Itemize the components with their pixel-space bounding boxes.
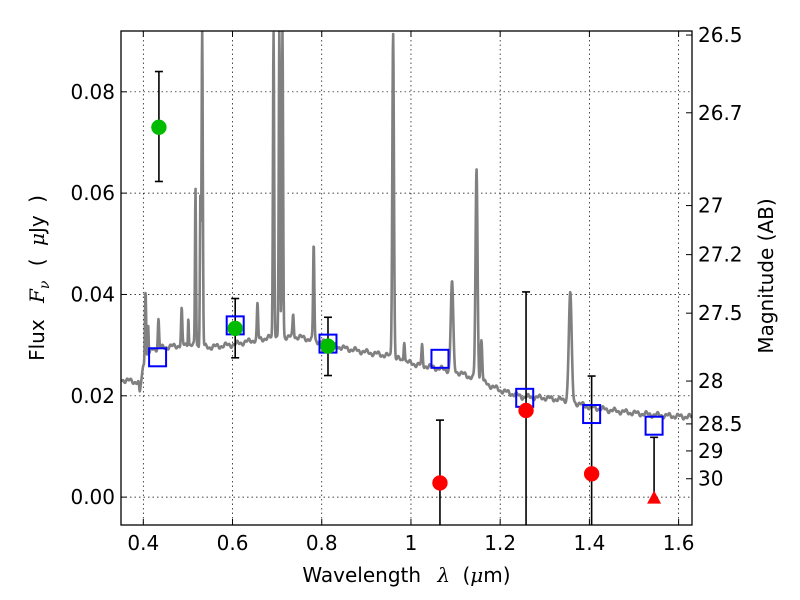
x-tick-label: 1.4 xyxy=(573,531,605,555)
data-point-square xyxy=(582,404,602,425)
y2-tick-label: 29 xyxy=(698,439,723,463)
y2-tick-label: 27 xyxy=(698,194,723,218)
data-point-square xyxy=(430,348,450,369)
y-tick-label: 0.06 xyxy=(70,181,115,205)
y2-tick-label: 27.2 xyxy=(698,243,743,267)
x-tick-label: 0.8 xyxy=(306,531,338,555)
data-point-circle xyxy=(151,119,167,136)
x-tick-label: 0.4 xyxy=(127,531,159,555)
y2-tick-label: 28 xyxy=(698,369,723,393)
model-spectrum-line xyxy=(121,31,692,421)
y2-axis-label: Magnitude (AB) xyxy=(754,198,778,353)
x-tick-label: 0.6 xyxy=(217,531,249,555)
data-point-circle xyxy=(432,475,448,491)
x-tick-label: 1.2 xyxy=(484,531,516,555)
data-point-circle xyxy=(583,466,600,482)
y2-tick-label: 28.5 xyxy=(698,412,743,436)
ticks: 0.4 0.6 0.8 1 1.2 1.4 1.6 0.00 0.02 0.04 0.06 0.08 2… xyxy=(70,23,742,555)
data-point-upper-limit xyxy=(647,490,662,504)
y-axis-label: Flux Fν ( μJy ) xyxy=(25,195,54,361)
y2-tick-label: 26.5 xyxy=(698,23,743,47)
data-point-circle xyxy=(320,338,336,354)
plot-data xyxy=(121,31,692,525)
x-axis-label: Wavelength λ (μm) xyxy=(302,563,510,587)
y-tick-label: 0.02 xyxy=(70,384,115,408)
grid xyxy=(121,31,692,525)
x-tick-label: 1 xyxy=(405,531,418,555)
y-tick-label: 0.00 xyxy=(70,485,115,509)
y-tick-label: 0.08 xyxy=(70,80,115,104)
y2-tick-label: 30 xyxy=(698,467,723,491)
x-tick-label: 1.6 xyxy=(663,531,695,555)
y2-tick-label: 26.7 xyxy=(698,101,743,125)
y2-tick-label: 27.5 xyxy=(698,301,743,325)
data-point-square xyxy=(148,347,168,368)
plot-frame xyxy=(120,30,693,526)
data-point-circle xyxy=(518,402,534,419)
data-point-circle xyxy=(227,320,243,337)
data-point-square xyxy=(644,415,664,436)
y-tick-label: 0.04 xyxy=(70,282,115,306)
